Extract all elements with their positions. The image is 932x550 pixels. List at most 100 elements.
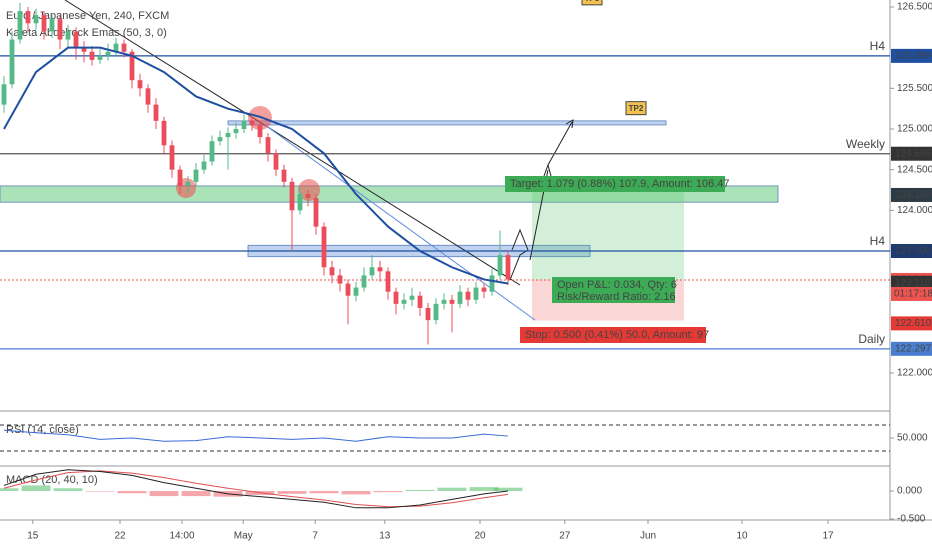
price-label: 124.696 [895,148,932,159]
macd-histogram [469,487,499,492]
candle-body [393,291,399,304]
price-label: 122.610 [895,318,932,329]
candle-body [409,295,415,300]
candle-body [377,267,383,272]
candle-body [89,51,95,60]
x-tick-label: 15 [27,531,39,542]
candle-body [289,181,295,211]
pnl-label-box [552,277,675,303]
rsi-line [3,429,509,442]
candle-body [177,169,183,186]
x-tick-label: 22 [114,531,126,542]
candle-body [185,181,191,186]
macd-histogram [149,491,179,497]
symbol-title: Euro / Japanese Yen, 240, FXCM [6,10,169,22]
candle-body [81,47,87,52]
target-zone [532,192,684,280]
candle-body [153,104,159,121]
y-tick-label: 126.500 [897,2,932,13]
macd-histogram [341,491,371,495]
price-label: 123.110 [895,277,931,288]
price-label-box [891,316,932,331]
level-label: H4 [870,39,886,53]
macd-histogram [277,491,307,494]
x-tick-label: 7 [312,531,318,542]
candle-body [105,51,111,56]
candle-body [401,299,407,304]
macd-histogram [437,487,467,492]
candle-body [97,55,103,60]
candle-body [201,161,207,170]
candle-body [353,287,359,296]
candle-body [297,194,303,211]
macd-histogram [405,489,435,492]
macd-line [3,469,509,509]
price-label: 125.899 [895,51,932,62]
candle-body [385,271,391,292]
macd-histogram [309,491,339,494]
candle-body [281,169,287,182]
candle-body [169,145,175,170]
candle-body [209,141,215,162]
candle-body [129,51,135,81]
target-label-box [505,176,725,192]
x-tick-label: Jun [640,531,656,542]
price-label-box [891,275,932,290]
tp-label: TP3 [585,0,600,3]
x-tick-label: 13 [379,531,391,542]
candle-body [345,283,351,296]
candle-body [337,275,343,284]
candle-body [425,307,431,321]
macd-histogram [53,488,83,492]
candle-body [489,275,495,292]
y-tick-label: 125.500 [897,83,932,94]
arrow [529,119,574,261]
y-tick-label: 125.000 [897,124,932,135]
macd-histogram [0,488,19,492]
candle-body [233,128,239,134]
x-tick-label: 20 [474,531,486,542]
candle-body [369,267,375,276]
candle-body [361,275,367,288]
x-tick-label: May [234,531,253,542]
macd-histogram [181,491,211,497]
countdown-box [891,286,932,301]
pnl-label: Risk/Reward Ratio: 2.16 [557,291,676,303]
x-tick-label: 27 [559,531,571,542]
x-tick-label: 17 [822,531,834,542]
target-label: Target: 1.079 (0.88%) 107.9, Amount: 106… [510,178,730,190]
candle-body [121,43,127,52]
y-tick-label: 124.000 [897,205,932,216]
candle-body [505,255,511,280]
price-label-box [891,146,932,161]
macd-signal [3,470,509,508]
price-label: 122.297 [895,343,932,354]
rsi-tick-label: 50.000 [897,433,928,444]
candle-body [9,39,15,85]
price-label: 124.189 [895,190,932,201]
candle-body [17,11,23,40]
moving-average [3,46,509,285]
candle-body [113,43,119,52]
macd-histogram [493,487,523,492]
trend-line [64,0,521,286]
stop-label: Stop: 0.500 (0.41%) 50.0, Amount: 97 [525,329,709,341]
candle-body [217,137,223,142]
price-label-box [891,341,932,356]
price-label-box [891,48,932,63]
stop-label-box [520,327,706,343]
candle-body [49,19,55,32]
candle-body [193,169,199,182]
candle-body [305,194,311,199]
candle-body [161,120,167,146]
candle-body [417,295,423,308]
candle-body [225,133,231,138]
rsi-label: RSI (14, close) [6,424,79,436]
price-label: 123.500 [895,246,932,257]
candle-body [265,137,271,154]
arrow [509,228,529,281]
pnl-label: Open P&L: 0.034, Qty: 6 [557,279,677,291]
candle-body [137,80,143,89]
y-tick-label: 122.000 [897,368,932,379]
